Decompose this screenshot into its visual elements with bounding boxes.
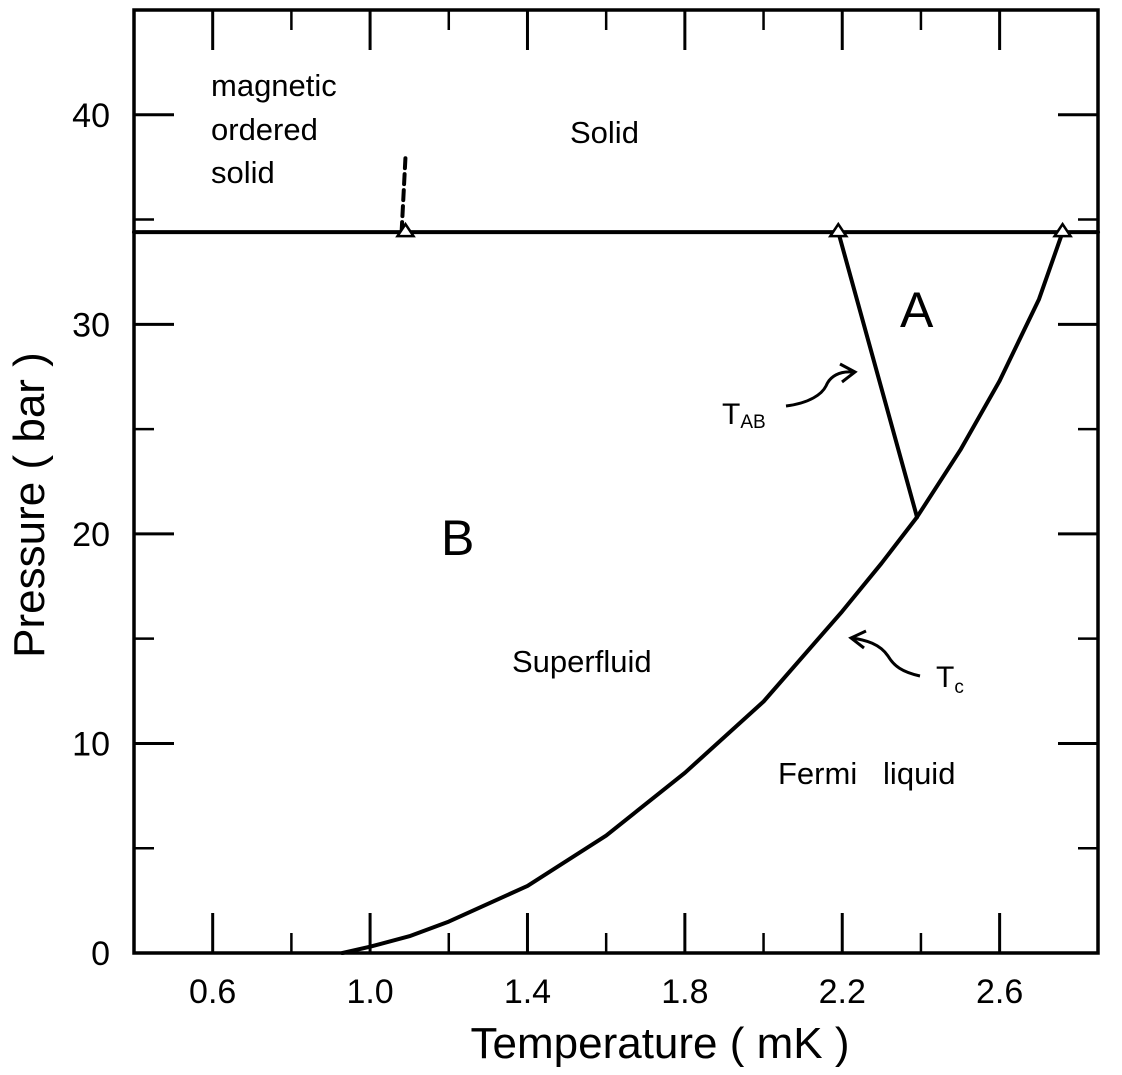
y-tick-label: 10: [72, 725, 110, 763]
arrow-tc: [851, 636, 921, 678]
annotation-fermi-liquid: Fermi liquid: [778, 756, 955, 791]
label-tab: TAB: [722, 398, 766, 433]
triple-point-marker: [395, 221, 416, 238]
y-tick-label: 0: [91, 935, 110, 973]
x-tick-label: 2.6: [976, 973, 1023, 1011]
y-tick-label: 40: [72, 97, 110, 135]
marker-group: [395, 221, 1073, 238]
annotation-ordered: ordered: [211, 112, 318, 147]
series-group: [132, 154, 1100, 955]
annotation-solid: Solid: [570, 115, 639, 150]
axis-ticks: [134, 10, 1098, 955]
annotation-magnetic: magnetic: [211, 68, 337, 103]
x-tick-label: 0.6: [189, 973, 236, 1011]
y-axis-title: Pressure ( bar ): [5, 352, 54, 658]
triple-point-marker: [827, 221, 849, 238]
y-tick-label: 20: [72, 516, 110, 554]
arrowhead-tc: [848, 629, 867, 650]
arrowhead-tab: [839, 362, 858, 384]
annotation-solid-line: solid: [211, 155, 275, 190]
x-tick-label: 1.8: [661, 973, 708, 1011]
x-tick-label: 1.4: [504, 973, 551, 1011]
arrow-tab: [785, 370, 853, 408]
phase-label-b: B: [441, 510, 474, 566]
series-line-TAB: [836, 230, 919, 520]
annotation-superfluid: Superfluid: [512, 644, 652, 679]
x-axis-title: Temperature ( mK ): [471, 1019, 850, 1068]
series-line-Tc: [340, 230, 1065, 955]
triple-point-marker: [1052, 221, 1073, 238]
plot-frame: [132, 8, 1100, 955]
series-line-magnetic-ordering: [399, 154, 408, 235]
x-tick-label: 2.2: [819, 973, 866, 1011]
label-tc: Tc: [936, 661, 964, 698]
phase-label-a: A: [900, 282, 934, 338]
x-tick-label: 1.0: [346, 973, 393, 1011]
y-tick-labels: 0 10 20 30 40: [72, 97, 110, 973]
y-tick-label: 30: [72, 306, 110, 344]
x-tick-labels: 0.6 1.0 1.4 1.8 2.2 2.6: [189, 973, 1023, 1011]
